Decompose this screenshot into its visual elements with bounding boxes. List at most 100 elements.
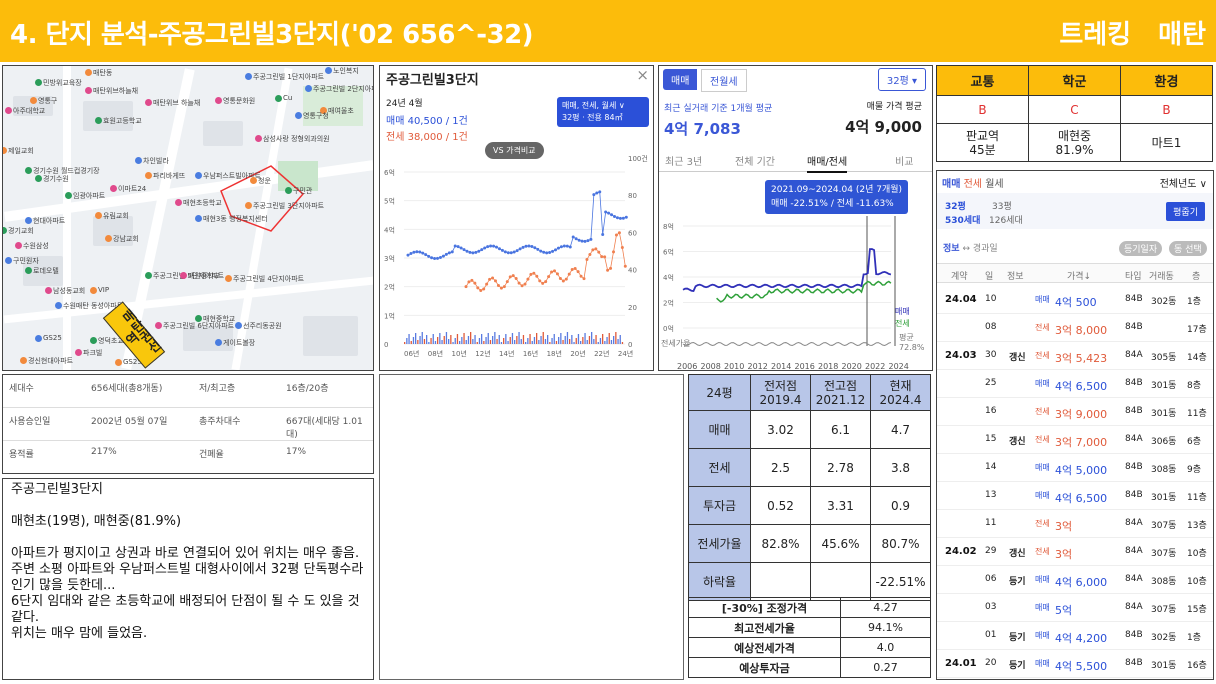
map-label: 매탄위브하늘채 xyxy=(93,87,139,95)
complex-outline xyxy=(220,165,305,232)
trade-day: 29 xyxy=(985,546,997,556)
y-tick-right: 60 xyxy=(628,229,637,237)
summary-value: 4.0 xyxy=(840,637,931,658)
vs-compare-button[interactable]: VS 가격비교 xyxy=(485,142,544,159)
trade-row[interactable]: 14 매매 4억 5,000 84B 308동 9층 xyxy=(937,453,1213,482)
size-33[interactable]: 33평 xyxy=(992,202,1012,212)
tab-sale[interactable]: 매매 xyxy=(663,69,698,90)
summary-row: [-30%] 조정가격 4.27 xyxy=(688,597,931,618)
dong-select-button[interactable]: 동 선택 xyxy=(1169,241,1207,256)
map-label: 이마트24 xyxy=(118,185,147,193)
x-tick: 2012 xyxy=(748,362,768,371)
tab-rent[interactable]: 전월세 xyxy=(701,69,747,92)
volume-bar xyxy=(564,336,566,344)
map-poi-icon xyxy=(75,349,82,356)
map-label: 매원중학교 xyxy=(188,272,221,280)
volume-bar xyxy=(492,336,494,344)
trade-row[interactable]: 15 갱신 전세 3억 7,000 84A 306동 6층 xyxy=(937,425,1213,454)
trade-dong: 302동 xyxy=(1151,633,1177,643)
note-line: 위치는 매우 맘에 들었음. xyxy=(11,626,148,641)
map-label: 경기수원 xyxy=(43,175,69,183)
volume-bar xyxy=(580,341,582,344)
map-panel[interactable]: 노인복지 매탄동 민방위교육장 매탄위브하늘채 주공그린빌 1단지아파트 영통구 효원고등학… xyxy=(2,65,374,371)
reg-date-button[interactable]: 등기일자 xyxy=(1119,241,1163,256)
filter-size: 32평 · 전용 84㎡ xyxy=(562,113,623,122)
popup-filter-select[interactable]: 매매, 전세, 월세 ∨ 32평 · 전용 84㎡ xyxy=(557,97,649,127)
size-select[interactable]: 32평 ▾ xyxy=(877,68,926,91)
info-cell: 16층/20층 xyxy=(286,384,329,394)
trade-flag: 등기 xyxy=(1009,661,1026,671)
y-tick-left: 4억 xyxy=(384,226,395,234)
volume-bar xyxy=(432,334,434,344)
trade-tab-jeonse[interactable]: 전세 xyxy=(963,179,982,190)
tab-compare[interactable]: 비교 xyxy=(895,157,914,168)
volume-bar xyxy=(604,341,606,344)
trades-panel: 매매 전세 월세 전체년도 ∨ 32평 530세대 33평 126세대 평줍기 … xyxy=(936,170,1214,680)
trade-row[interactable]: 24.04 10 매매 4억 500 84B 302동 1층 xyxy=(937,285,1213,314)
trade-row[interactable]: 13 매매 4억 6,500 84B 301동 11층 xyxy=(937,481,1213,510)
info-row: 용적률 217% 건폐율 17% xyxy=(3,441,373,473)
trade-type: 매매 xyxy=(1035,659,1050,668)
volume-bar xyxy=(463,333,465,344)
trade-flag: 등기 xyxy=(1009,577,1026,587)
map-label: GS25 xyxy=(43,334,62,342)
tab-3y[interactable]: 최근 3년 xyxy=(665,157,703,168)
size-32[interactable]: 32평 xyxy=(945,202,966,212)
volume-bar xyxy=(478,338,481,344)
trade-price: 4억 6,500 xyxy=(1055,492,1108,505)
trade-dong: 307동 xyxy=(1151,605,1177,615)
close-icon[interactable]: × xyxy=(636,66,649,84)
info-cell: 세대수 xyxy=(9,384,34,394)
trade-row[interactable]: 06 등기 매매 4억 6,000 84A 308동 10층 xyxy=(937,565,1213,594)
trade-row[interactable]: 16 전세 3억 9,000 84B 301동 11층 xyxy=(937,397,1213,426)
map-poi-icon xyxy=(95,117,102,124)
trade-type: 전세 xyxy=(1035,407,1050,416)
volume-bar xyxy=(525,342,527,344)
trade-day: 10 xyxy=(985,294,997,304)
volume-bar xyxy=(417,340,419,344)
trade-price: 3억 8,000 xyxy=(1055,324,1108,337)
trade-tab-sale[interactable]: 매매 xyxy=(942,179,961,190)
popup-jeonse: 전세 38,000 / 1건 xyxy=(386,132,468,143)
tab-sale-jeonse[interactable]: 매매/전세 xyxy=(807,153,848,173)
trade-dong: 301동 xyxy=(1151,381,1177,391)
tab-all[interactable]: 전체 기간 xyxy=(735,157,775,168)
map-poi-icon xyxy=(3,227,7,234)
map-label: 남성동교회 xyxy=(53,287,86,295)
trade-tab-monthly[interactable]: 월세 xyxy=(985,179,1004,190)
trade-day: 08 xyxy=(985,322,997,332)
volume-bar xyxy=(621,342,624,344)
cmp-cell xyxy=(810,562,871,601)
volume-bar xyxy=(533,337,536,344)
map-label: 파리바게뜨 xyxy=(153,172,186,180)
x-tick: 2024 xyxy=(889,362,909,371)
trade-row[interactable]: 03 매매 5억 84A 307동 15층 xyxy=(937,593,1213,622)
map-poi-icon xyxy=(305,85,312,92)
trade-row[interactable]: 24.03 30 갱신 전세 3억 5,423 84A 305동 14층 xyxy=(937,341,1213,370)
volume-bar xyxy=(437,337,439,344)
map-poi-icon xyxy=(95,212,102,219)
volume-bar xyxy=(606,337,608,344)
trade-col-header: 층 xyxy=(1192,272,1201,282)
map-label: 매현3동 행정복지센터 xyxy=(203,215,268,223)
spread-button[interactable]: 평줍기 xyxy=(1166,202,1205,221)
map-label: 주공그린빌 6단지아파트 xyxy=(163,322,235,330)
map-poi-icon xyxy=(25,217,32,224)
map-label: 로데오텔 xyxy=(33,267,59,275)
trade-row[interactable]: 24.02 29 갱신 전세 3억 84A 307동 10층 xyxy=(937,537,1213,566)
trade-row[interactable]: 24.01 20 등기 매매 4억 5,500 84B 301동 16층 xyxy=(937,649,1213,678)
trade-row[interactable]: 08 전세 3억 8,000 84B 17층 xyxy=(937,313,1213,342)
volume-bar xyxy=(465,340,467,344)
grade-desc: 마트1 xyxy=(1120,123,1213,162)
map-poi-icon xyxy=(85,69,92,76)
volume-bar xyxy=(602,334,604,344)
trade-row[interactable]: 01 등기 매매 4억 4,200 84B 302동 1층 xyxy=(937,621,1213,650)
map-poi-icon xyxy=(35,175,42,182)
volume-bar xyxy=(529,334,531,344)
map-poi-icon xyxy=(215,339,222,346)
trade-row[interactable]: 25 매매 4억 6,500 84B 301동 8층 xyxy=(937,369,1213,398)
period-select[interactable]: 전체년도 ∨ xyxy=(1159,179,1207,190)
trade-row[interactable]: 11 전세 3억 84A 307동 13층 xyxy=(937,509,1213,538)
trade-flag: 갱신 xyxy=(1009,549,1026,559)
trade-dong: 301동 xyxy=(1151,409,1177,419)
